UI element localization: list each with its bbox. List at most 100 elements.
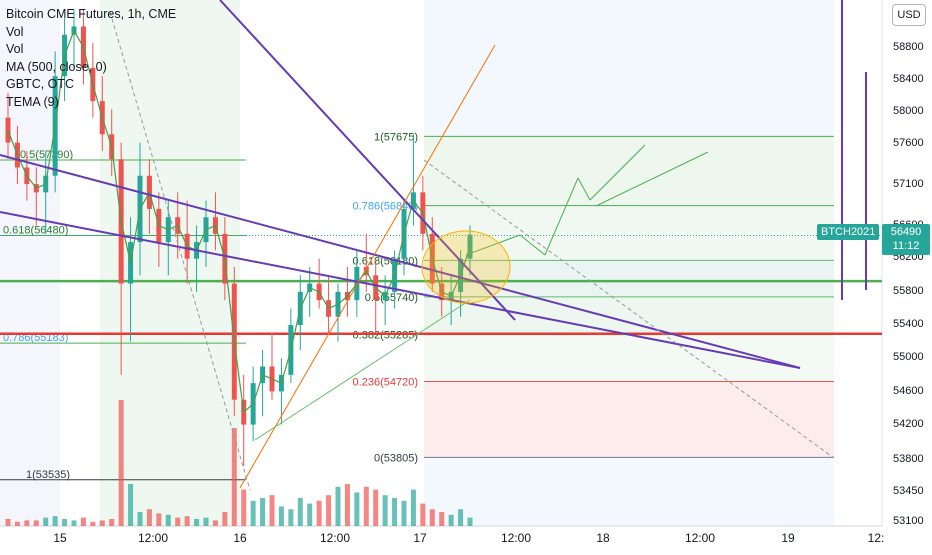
volume-bar — [80, 517, 86, 526]
x-tick-label: 12:00 — [501, 531, 531, 545]
legend-gbtc[interactable]: GBTC, OTC — [6, 77, 75, 91]
volume-bar — [128, 484, 134, 526]
y-tick-label: 55400 — [893, 318, 924, 330]
forecast-arrow — [465, 234, 521, 256]
projection-line-green — [254, 299, 471, 441]
currency-button[interactable]: USD — [892, 4, 926, 26]
fib-label: 1(57675) — [374, 131, 418, 143]
x-tick-label: 17 — [413, 531, 427, 545]
volume-bar — [392, 498, 398, 526]
volume-bar — [278, 506, 284, 526]
x-tick-label: 12: — [868, 531, 885, 545]
volume-bar — [43, 517, 49, 526]
volume-bar — [165, 514, 171, 526]
fib-zone — [424, 334, 834, 382]
volume-bar — [71, 520, 77, 526]
legend-vol-1[interactable]: Vol — [6, 24, 24, 39]
volume-bar — [109, 519, 115, 526]
fib-label: 0.5(55740) — [365, 292, 418, 304]
volume-bar — [354, 492, 360, 526]
dashed-path — [109, 11, 251, 491]
left-fib-label: 1(53535) — [26, 469, 70, 481]
volume-bar — [401, 500, 407, 526]
y-tick-label: 53800 — [893, 453, 924, 465]
volume-bar — [194, 519, 200, 526]
volume-bar — [458, 509, 464, 526]
x-tick-label: 15 — [53, 531, 67, 545]
volume-bar — [363, 486, 369, 526]
fib-zone — [424, 136, 834, 206]
volume-bar — [62, 519, 68, 526]
left-fib-label: 0.5(57390) — [20, 149, 73, 161]
left-fib-label: 0.786(55183) — [3, 332, 68, 344]
legend-ma[interactable]: MA (500, close, 0) — [6, 59, 107, 74]
y-tick-label: 55000 — [893, 351, 924, 363]
legend-tema[interactable]: TEMA (9) — [6, 94, 59, 109]
fib-zone — [424, 205, 834, 261]
volume-bar — [184, 516, 190, 526]
x-tick-label: 12:00 — [320, 531, 350, 545]
volume-bar — [316, 500, 322, 526]
trendline-channel-top — [0, 154, 801, 369]
x-tick-label: 18 — [596, 531, 610, 545]
y-tick-label: 55800 — [893, 285, 924, 297]
forecast-arrow — [595, 151, 709, 207]
volume-bar — [420, 503, 426, 526]
volume-bar — [212, 520, 218, 526]
highlight-ellipse — [421, 230, 511, 304]
volume-bar — [90, 521, 96, 526]
volume-bar — [410, 489, 416, 526]
y-tick-label: 53100 — [893, 515, 924, 527]
fib-zone — [424, 381, 834, 458]
session-shade — [0, 0, 60, 526]
y-tick-label: 58000 — [893, 105, 924, 117]
x-tick-label: 19 — [781, 531, 795, 545]
fib-label: 0.236(54720) — [353, 376, 418, 388]
volume-bar — [156, 513, 162, 526]
volume-bar — [33, 520, 39, 526]
volume-bar — [335, 486, 341, 526]
projection-line-orange — [239, 44, 496, 489]
y-tick-label: 54200 — [893, 418, 924, 430]
tema-line — [7, 29, 471, 414]
volume-bar — [222, 512, 228, 526]
y-tick-label: 58800 — [893, 41, 924, 53]
volume-bar — [231, 428, 237, 526]
volume-bar — [439, 512, 445, 526]
symbol-price-tag: BTCH2021 — [817, 224, 880, 240]
fib-label: 0.786(56840) — [353, 201, 418, 213]
volume-bar — [146, 509, 152, 526]
forecast-arrow — [589, 144, 646, 201]
y-tick-label: 54600 — [893, 385, 924, 397]
y-tick-label: 58400 — [893, 73, 924, 85]
volume-bar — [203, 517, 209, 526]
chart-legend: Bitcoin CME Futures, 1h, CME Vol Vol MA … — [6, 6, 176, 111]
fib-label: 0(53805) — [374, 452, 418, 464]
fib-zone — [424, 260, 834, 297]
y-tick-label: 53450 — [893, 485, 924, 497]
volume-bar — [175, 517, 181, 526]
y-tick-label: 57100 — [893, 178, 924, 190]
forecast-arrow — [544, 177, 579, 256]
volume-bar — [99, 520, 105, 526]
forecast-arrow — [577, 177, 591, 201]
volume-bar — [344, 484, 350, 526]
volume-bar — [241, 489, 247, 526]
volume-bar — [52, 516, 58, 526]
dashed-path — [423, 159, 835, 459]
volume-bar — [24, 520, 30, 526]
x-tick-label: 16 — [233, 531, 247, 545]
volume-bar — [118, 400, 124, 526]
trendline-down — [219, 0, 516, 321]
volume-bar — [297, 498, 303, 526]
forecast-arrow — [519, 234, 546, 256]
volume-bar — [14, 521, 20, 526]
y-tick-label: 57600 — [893, 137, 924, 149]
legend-title[interactable]: Bitcoin CME Futures, 1h, CME — [6, 7, 177, 21]
legend-vol-2[interactable]: Vol — [6, 42, 24, 56]
last-price-value: 56490 — [890, 226, 922, 238]
candle-body — [5, 117, 11, 143]
volume-bar — [269, 495, 275, 526]
